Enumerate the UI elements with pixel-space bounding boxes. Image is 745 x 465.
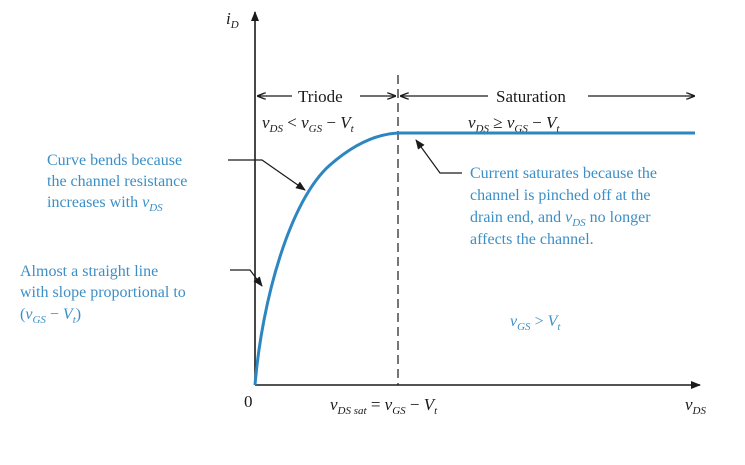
triode-condition: vDS < vGS − Vt (262, 113, 355, 135)
leader-curve-bends (228, 159, 306, 191)
svg-text:(vGS − Vt): (vGS − Vt) (20, 306, 81, 326)
triode-label: Triode (298, 87, 343, 106)
annotation-curve-bends: Curve bends because the channel resistan… (47, 152, 187, 214)
svg-text:Almost a straight line: Almost a straight line (20, 263, 158, 280)
y-axis-label: iD (226, 9, 239, 31)
origin-label: 0 (244, 392, 253, 411)
x-axis-label: vDS (685, 395, 706, 417)
leader-straight-line (230, 269, 263, 287)
svg-text:increases with vDS: increases with vDS (47, 194, 163, 214)
vgs-condition: vGS > Vt (510, 313, 561, 333)
svg-text:drain end, and vDS no longer: drain end, and vDS no longer (470, 209, 651, 229)
svg-text:Curve bends because: Curve bends because (47, 152, 182, 169)
svg-text:the channel resistance: the channel resistance (47, 173, 187, 190)
saturation-condition: vDS ≥ vGS − Vt (468, 113, 560, 135)
svg-text:Current saturates because the: Current saturates because the (470, 165, 657, 182)
vdssat-label: vDS sat = vGS − Vt (330, 395, 438, 417)
iv-curve (253, 131, 695, 386)
svg-text:affects the channel.: affects the channel. (470, 231, 594, 248)
saturation-label: Saturation (496, 87, 566, 106)
svg-text:with slope proportional to: with slope proportional to (20, 284, 186, 301)
annotation-straight-line: Almost a straight line with slope propor… (20, 263, 186, 326)
svg-text:channel is pinched off at the: channel is pinched off at the (470, 187, 651, 204)
leader-saturates (415, 139, 462, 174)
annotation-saturates: Current saturates because the channel is… (470, 165, 657, 248)
